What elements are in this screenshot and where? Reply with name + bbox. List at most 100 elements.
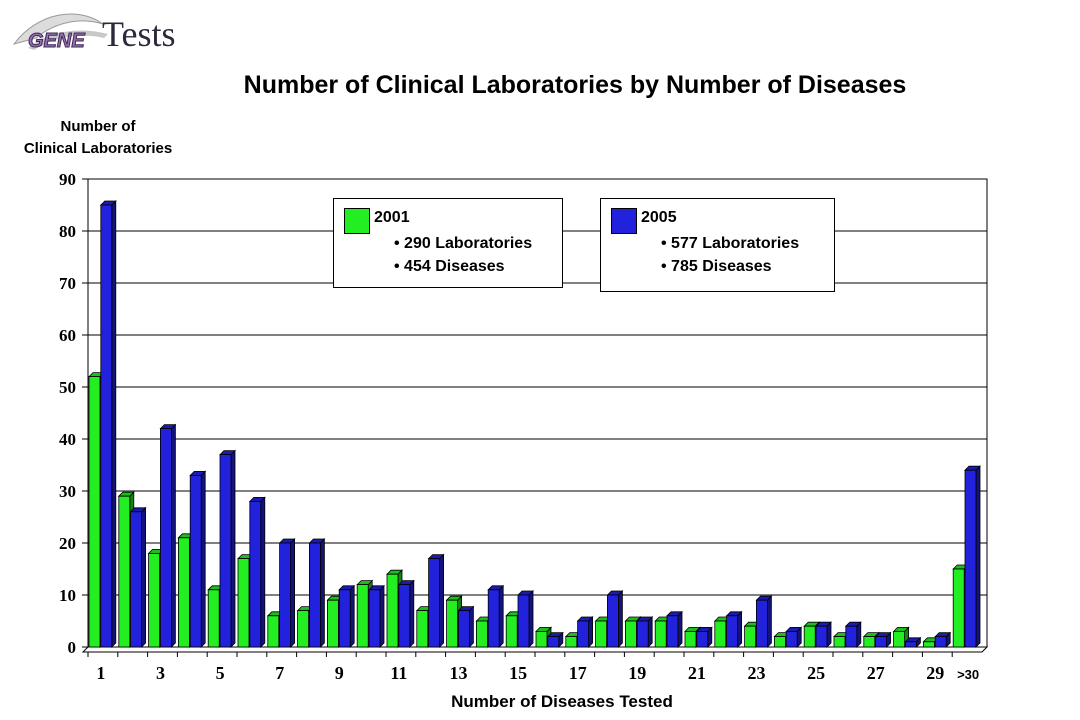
bar-2001-9	[326, 599, 339, 648]
bar-2001-2	[118, 495, 131, 648]
bar-2005-13	[457, 610, 470, 648]
bar-2001-22	[714, 620, 727, 648]
x-tick-label: 3	[156, 663, 165, 683]
bar-2005-17	[577, 620, 589, 648]
chart-title: Number of Clinical Laboratories by Numbe…	[243, 71, 907, 99]
x-tick-label: 27	[867, 663, 885, 683]
bar-2005-26	[845, 625, 858, 648]
bar-2005-1	[100, 204, 113, 648]
bar-2001-15	[505, 615, 518, 648]
bar-2005-25	[815, 625, 828, 648]
bar-2001-27	[863, 636, 876, 648]
bar-2005-9	[338, 589, 351, 648]
bar-side-2005-15	[528, 590, 534, 648]
bar-side-2005-14	[498, 584, 504, 648]
x-tick-label: 1	[96, 663, 105, 683]
y-axis-label: Number of Clinical Laboratories	[0, 116, 196, 160]
bar-2005->30	[964, 469, 977, 648]
bar-side-2005-18	[618, 590, 623, 648]
bar-2001-6	[237, 558, 250, 648]
bar-2005-27	[875, 636, 887, 648]
bar-side-2005-10	[379, 584, 385, 648]
bar-side-2005-6	[260, 496, 266, 648]
y-tick-label: 70	[59, 274, 76, 293]
bar-2005-15	[517, 594, 530, 648]
bar-2001-24	[774, 636, 786, 648]
plot-floor	[81, 646, 989, 653]
y-tick-label: 30	[59, 482, 76, 501]
bar-2001-16	[535, 631, 548, 648]
y-tick-label: 50	[59, 378, 76, 397]
x-tick-label: 9	[335, 663, 344, 683]
bar-2005-16	[547, 636, 560, 648]
bar-2001-14	[475, 620, 488, 648]
x-tick-label: 17	[569, 663, 587, 683]
bar-side-2005-9	[349, 584, 355, 648]
x-tick-label: 19	[628, 663, 646, 683]
y-axis-label-line1: Number of	[60, 118, 136, 135]
bar-2005-4	[189, 474, 202, 648]
y-tick-label: 40	[59, 430, 76, 449]
bar-side-2005-2	[141, 506, 147, 648]
y-tick-label: 0	[68, 638, 77, 657]
bar-2001-1	[88, 376, 101, 648]
y-tick-label: 60	[59, 326, 76, 345]
bar-2001-26	[833, 636, 846, 648]
bar-2001-20	[654, 620, 667, 648]
bar-2005-11	[398, 584, 411, 648]
x-tick-label: 5	[216, 663, 225, 683]
bar-2001-5	[207, 589, 220, 648]
y-tick-label: 10	[59, 586, 76, 605]
bar-side-2005-11	[409, 579, 415, 648]
bar-2005-2	[130, 511, 143, 648]
bar-side-2005-12	[439, 553, 445, 648]
bar-2005-18	[607, 594, 619, 648]
logo-gene-text: GENE	[28, 30, 85, 52]
bar-2001-23	[744, 625, 756, 648]
bar-2005-10	[368, 589, 381, 648]
legend-2005-year: 2005	[641, 209, 677, 226]
bar-2001-28	[893, 631, 905, 648]
bar-2001-18	[595, 620, 607, 648]
x-tick-label: 29	[926, 663, 944, 683]
bar-side-2005-8	[319, 538, 325, 648]
bar-2005-21	[696, 631, 709, 648]
legend-2001: 2001 • 290 Laboratories • 454 Diseases	[333, 198, 563, 288]
y-tick-label: 80	[59, 222, 76, 241]
bar-2001-21	[684, 631, 697, 648]
bar-2005-20	[666, 615, 679, 648]
bar-side-2005-5	[230, 449, 236, 648]
bar-2001-8	[297, 610, 310, 648]
bar-side-2005-17	[588, 616, 593, 648]
bar-side-2005-3	[170, 423, 176, 648]
legend-2001-swatch	[344, 208, 370, 234]
bar-2005-8	[308, 542, 321, 648]
bar-side-2005-13	[468, 605, 474, 648]
bar-2005-7	[279, 542, 292, 648]
bar-2005-23	[756, 599, 768, 648]
bar-2001-3	[148, 553, 161, 648]
bar-side-2005-20	[677, 610, 683, 648]
bar-2001-25	[803, 625, 816, 648]
bar-2001-7	[267, 615, 280, 648]
bar-2005-24	[785, 631, 798, 648]
bar-2005-19	[636, 620, 649, 648]
bar-2001-4	[177, 537, 190, 648]
x-tick-label: 13	[450, 663, 468, 683]
bar-2005-12	[428, 558, 441, 648]
x-tick-label: 11	[390, 663, 407, 683]
bar-side-2005-7	[290, 538, 296, 648]
legend-2005: 2005 • 577 Laboratories • 785 Diseases	[600, 198, 835, 292]
bar-2005-22	[726, 615, 738, 648]
y-axis-label-line2: Clinical Laboratories	[23, 140, 173, 157]
bar-2001-29	[923, 641, 935, 648]
x-tick-label: 25	[807, 663, 825, 683]
x-axis-label: Number of Diseases Tested	[451, 692, 673, 711]
x-tick-label: 21	[688, 663, 706, 683]
bar-2001-10	[356, 584, 369, 648]
bar-side-2005-19	[647, 616, 653, 648]
legend-2001-labs: • 290 Laboratories	[394, 235, 533, 252]
x-tick-label: 23	[748, 663, 766, 683]
bar-2005-29	[934, 636, 947, 648]
